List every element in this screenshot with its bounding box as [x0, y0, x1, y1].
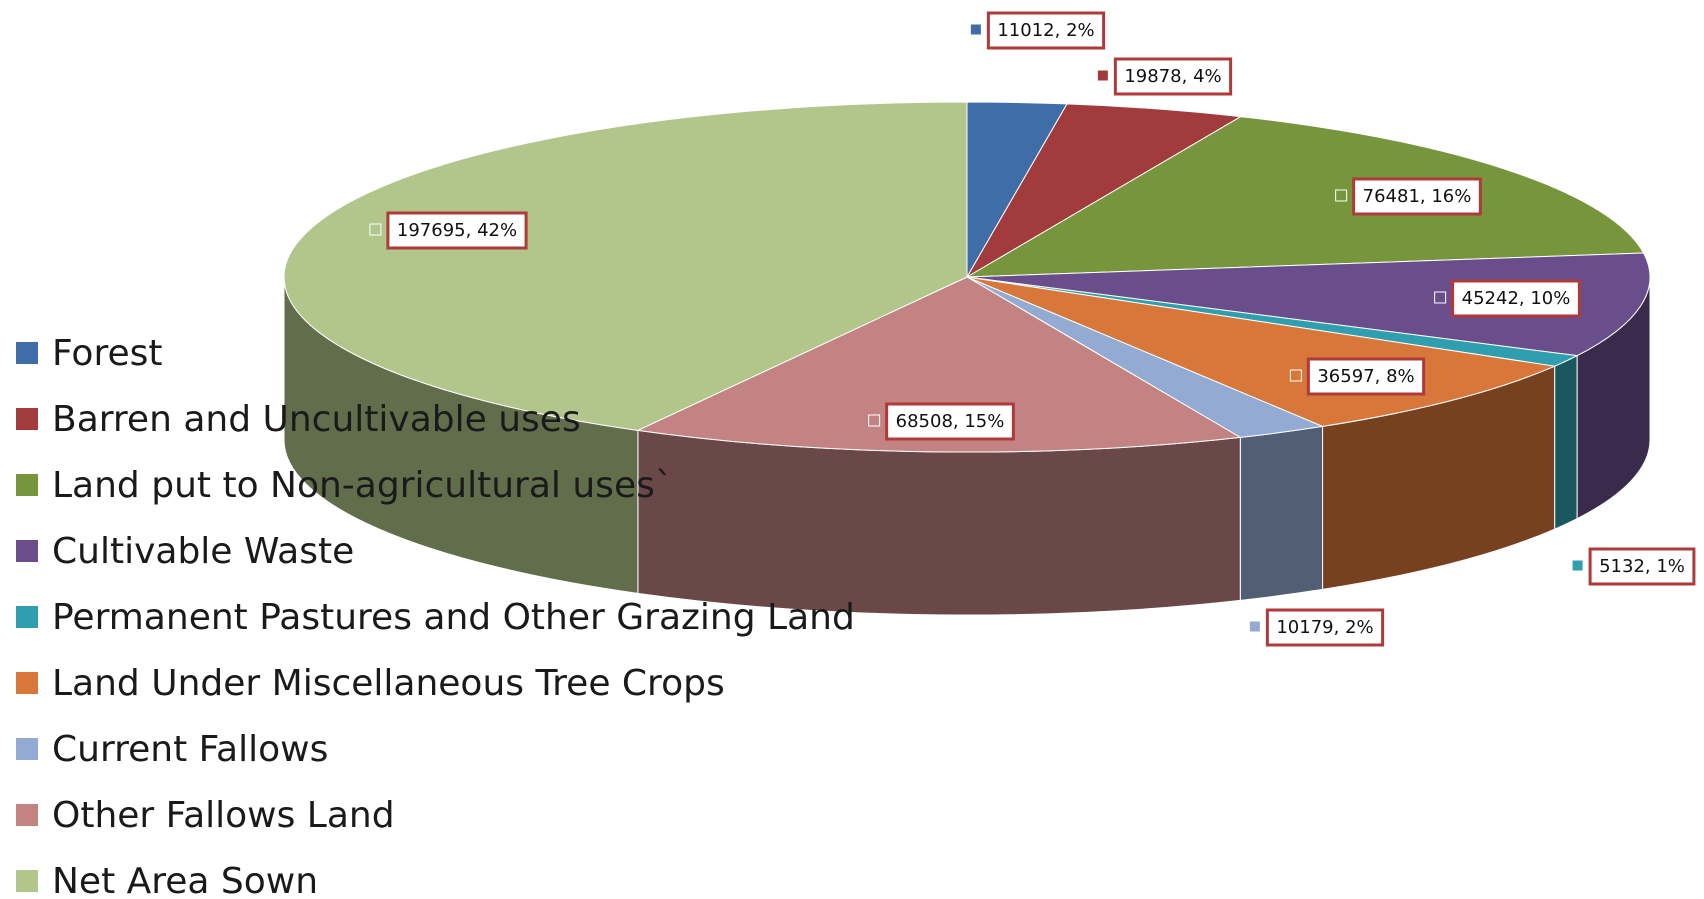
legend-swatch — [16, 342, 38, 364]
slice — [283, 101, 968, 431]
legend-label: Permanent Pastures and Other Grazing Lan… — [52, 597, 855, 638]
data-label-box — [1265, 608, 1385, 647]
slice-side — [1554, 354, 1578, 530]
legend-swatch — [16, 738, 38, 760]
legend-swatch — [16, 870, 38, 892]
data-label-text: 10179, 2% — [1276, 617, 1373, 638]
legend-label: Net Area Sown — [52, 861, 318, 899]
slice-side — [637, 429, 1241, 616]
data-label-box — [1352, 177, 1482, 216]
data-label-marker — [1289, 369, 1302, 382]
legend-label: Barren and Uncultivable uses — [52, 399, 581, 440]
data-label-box — [1451, 279, 1581, 318]
data-label-marker — [1335, 189, 1348, 202]
data-label-text: 5132, 1% — [1599, 556, 1685, 577]
data-label-marker — [1571, 559, 1584, 572]
legend-label: Other Fallows Land — [52, 795, 395, 836]
legend-swatch — [16, 606, 38, 628]
data-label-box — [1588, 547, 1696, 586]
data-label-text: 36597, 8% — [1317, 366, 1414, 387]
data-label-text: 197695, 42% — [397, 220, 517, 241]
legend-swatch — [16, 408, 38, 430]
legend-label: Land put to Non-agricultural uses` — [52, 465, 673, 506]
data-label-text: 76481, 16% — [1363, 186, 1472, 207]
data-label-text: 11012, 2% — [997, 20, 1094, 41]
legend-label: Cultivable Waste — [52, 531, 354, 572]
data-label-box — [386, 211, 528, 250]
slice — [966, 252, 1651, 357]
legend-swatch — [16, 540, 38, 562]
data-label: 11012, 2% — [969, 11, 1106, 50]
data-label-box — [1306, 357, 1426, 396]
slice-side — [1239, 425, 1324, 601]
data-label-text: 19878, 4% — [1124, 66, 1221, 87]
slice — [965, 103, 1243, 279]
data-label-marker — [868, 414, 881, 427]
data-label-box — [1113, 57, 1233, 96]
data-label: 45242, 10% — [1434, 279, 1581, 318]
legend-label: Forest — [52, 333, 162, 374]
legend-swatch — [16, 474, 38, 496]
data-label: 76481, 16% — [1335, 177, 1482, 216]
data-label-text: 68508, 15% — [896, 411, 1005, 432]
data-label: 19878, 4% — [1096, 57, 1233, 96]
data-label: 68508, 15% — [868, 402, 1015, 441]
data-label: 10179, 2% — [1248, 608, 1385, 647]
data-label-marker — [369, 223, 382, 236]
legend-label: Land Under Miscellaneous Tree Crops — [52, 663, 725, 704]
data-label-text: 45242, 10% — [1462, 288, 1571, 309]
data-label: 197695, 42% — [369, 211, 528, 250]
data-label: 36597, 8% — [1289, 357, 1426, 396]
data-label-marker — [969, 23, 982, 36]
data-label-marker — [1248, 620, 1261, 633]
legend-swatch — [16, 804, 38, 826]
data-label-box — [986, 11, 1106, 50]
data-label: 5132, 1% — [1571, 547, 1696, 586]
slice — [966, 116, 1645, 278]
data-label-marker — [1096, 69, 1109, 82]
data-label-box — [885, 402, 1015, 441]
legend-swatch — [16, 672, 38, 694]
slice — [636, 276, 1242, 453]
legend-label: Current Fallows — [52, 729, 328, 770]
data-label-marker — [1434, 291, 1447, 304]
